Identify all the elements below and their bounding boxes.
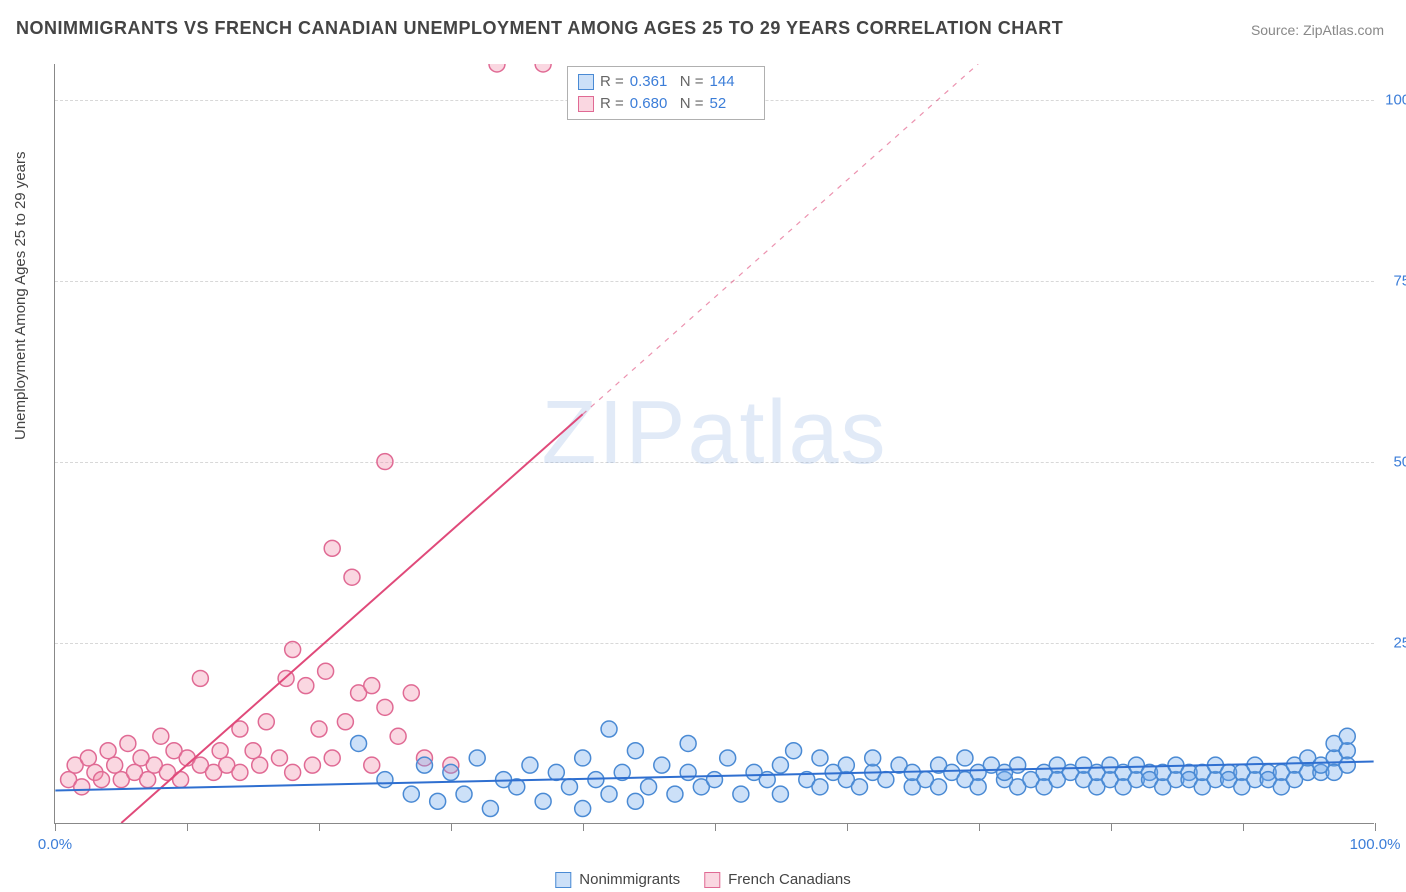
x-tick — [583, 823, 584, 831]
r-label: R = — [600, 93, 624, 115]
x-tick-label: 100.0% — [1350, 836, 1401, 853]
x-tick — [55, 823, 56, 831]
legend-label-pink: French Canadians — [728, 871, 851, 888]
source-attribution: Source: ZipAtlas.com — [1251, 22, 1384, 38]
legend-item-pink: French Canadians — [704, 871, 851, 888]
legend-label-blue: Nonimmigrants — [579, 871, 680, 888]
swatch-blue — [578, 74, 594, 90]
n-value-pink: 52 — [710, 93, 754, 115]
y-tick-label: 50.0% — [1380, 454, 1406, 471]
stats-legend: R = 0.361 N = 144 R = 0.680 N = 52 — [567, 66, 765, 120]
y-tick-label: 75.0% — [1380, 273, 1406, 290]
stats-row-pink: R = 0.680 N = 52 — [578, 93, 754, 115]
bottom-legend: Nonimmigrants French Canadians — [555, 871, 850, 888]
r-value-blue: 0.361 — [630, 71, 674, 93]
r-label: R = — [600, 71, 624, 93]
y-tick-label: 100.0% — [1380, 92, 1406, 109]
swatch-pink — [578, 96, 594, 112]
x-tick — [1111, 823, 1112, 831]
x-tick — [1243, 823, 1244, 831]
stats-row-blue: R = 0.361 N = 144 — [578, 71, 754, 93]
x-tick — [847, 823, 848, 831]
r-value-pink: 0.680 — [630, 93, 674, 115]
y-tick-label: 25.0% — [1380, 635, 1406, 652]
plot-area: ZIPatlas R = 0.361 N = 144 R = 0.680 N =… — [54, 64, 1374, 824]
chart-title: NONIMMIGRANTS VS FRENCH CANADIAN UNEMPLO… — [16, 18, 1063, 39]
x-tick — [1375, 823, 1376, 831]
x-tick — [319, 823, 320, 831]
swatch-pink — [704, 872, 720, 888]
x-tick — [979, 823, 980, 831]
x-tick — [187, 823, 188, 831]
x-tick — [451, 823, 452, 831]
n-value-blue: 144 — [710, 71, 754, 93]
swatch-blue — [555, 872, 571, 888]
chart-svg — [55, 64, 1374, 823]
x-tick — [715, 823, 716, 831]
n-label: N = — [680, 71, 704, 93]
legend-item-blue: Nonimmigrants — [555, 871, 680, 888]
y-axis-label: Unemployment Among Ages 25 to 29 years — [12, 151, 29, 440]
n-label: N = — [680, 93, 704, 115]
x-tick-label: 0.0% — [38, 836, 72, 853]
